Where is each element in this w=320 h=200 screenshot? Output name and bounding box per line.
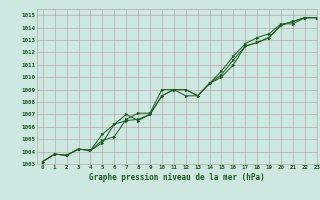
X-axis label: Graphe pression niveau de la mer (hPa): Graphe pression niveau de la mer (hPa) bbox=[89, 173, 265, 182]
